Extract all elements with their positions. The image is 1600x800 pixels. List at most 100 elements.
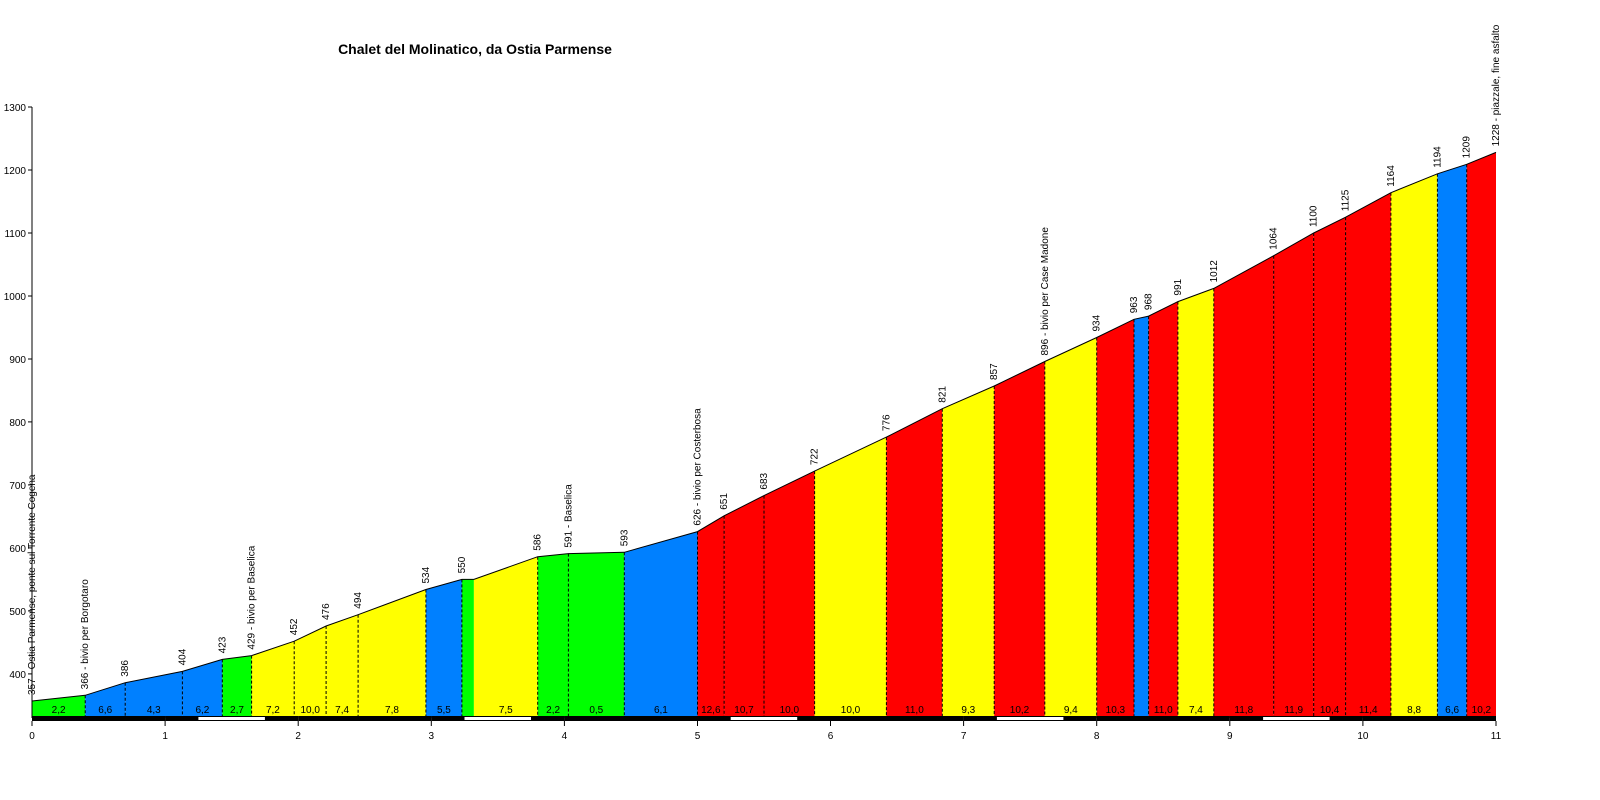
grade-label-18: 10,0 bbox=[780, 705, 800, 716]
elevation-label-22: 896 - bivio per Case Madone bbox=[1040, 227, 1051, 356]
segment-24 bbox=[1096, 319, 1134, 718]
segment-26 bbox=[1148, 301, 1178, 718]
elevation-label-20: 821 bbox=[937, 386, 948, 403]
x-tick-label-7: 7 bbox=[961, 731, 967, 742]
distance-bar-1-b bbox=[198, 717, 265, 720]
grade-labels: 2,2 6,6 4,3 6,2 2,7 7,2 10,0 7,4 7,8 5,5 7,5 2,2 0,5… bbox=[52, 705, 1492, 716]
segment-5 bbox=[222, 655, 252, 718]
x-tick-label-2: 2 bbox=[295, 731, 301, 742]
x-axis: 0 1 2 3 4 5 6 7 8 9 10 11 bbox=[29, 716, 1502, 742]
segment-11 bbox=[461, 579, 474, 718]
segment-14 bbox=[568, 552, 625, 718]
chart-title: Chalet del Molinatico, da Ostia Parmense bbox=[338, 41, 612, 57]
segment-13 bbox=[537, 553, 569, 718]
grade-label-4: 6,2 bbox=[195, 705, 209, 716]
x-tick-label-6: 6 bbox=[828, 731, 834, 742]
grade-label-12: 7,5 bbox=[499, 705, 513, 716]
y-tick-label-400: 400 bbox=[9, 670, 26, 681]
profile-outline bbox=[31, 151, 1497, 702]
elevation-label-19: 776 bbox=[881, 414, 892, 431]
segment-9 bbox=[358, 589, 426, 718]
distance-bar-5-b bbox=[730, 717, 798, 720]
elevation-label-9: 534 bbox=[421, 566, 432, 583]
gradient-segments bbox=[32, 152, 1496, 719]
grade-label-26: 11,0 bbox=[1154, 705, 1173, 716]
elevation-label-32: 1194 bbox=[1432, 146, 1443, 168]
elevation-label-6: 452 bbox=[289, 618, 300, 635]
grade-label-33: 6,6 bbox=[1445, 705, 1459, 716]
elevation-label-2: 386 bbox=[120, 660, 131, 677]
grade-label-24: 10,3 bbox=[1106, 705, 1126, 716]
x-tick-label-5: 5 bbox=[695, 731, 701, 742]
y-tick-label-1000: 1000 bbox=[4, 292, 27, 303]
grade-label-22: 10,2 bbox=[1010, 705, 1030, 716]
elevation-label-31: 1164 bbox=[1386, 165, 1397, 187]
grade-label-16: 12,6 bbox=[701, 705, 721, 716]
elevation-label-28: 1064 bbox=[1269, 227, 1280, 250]
grade-label-29: 11,9 bbox=[1284, 705, 1303, 716]
grade-label-19: 10,0 bbox=[841, 705, 861, 716]
elevation-label-30: 1125 bbox=[1341, 189, 1352, 211]
grade-label-10: 5,5 bbox=[437, 705, 451, 716]
segment-18 bbox=[764, 471, 815, 718]
grade-label-13: 2,2 bbox=[546, 705, 560, 716]
grade-label-27: 7,4 bbox=[1189, 705, 1203, 716]
segment-7 bbox=[294, 626, 327, 718]
grade-label-2: 6,6 bbox=[98, 705, 112, 716]
segment-20 bbox=[886, 408, 943, 718]
distance-bar-7-b bbox=[996, 717, 1064, 720]
segment-21 bbox=[942, 386, 995, 718]
segment-17 bbox=[724, 495, 764, 718]
segment-25 bbox=[1134, 316, 1149, 718]
segment-8 bbox=[326, 614, 359, 718]
segment-19 bbox=[814, 437, 887, 718]
elevation-label-5: 429 - bivio per Baselica bbox=[247, 545, 258, 649]
distance-bar-3-b bbox=[464, 717, 531, 720]
x-tick-label-1: 1 bbox=[162, 731, 168, 742]
x-tick-label-3: 3 bbox=[429, 731, 435, 742]
elevation-label-1: 366 - bivio per Borgotaro bbox=[80, 579, 91, 690]
elevation-label-25: 968 bbox=[1144, 293, 1155, 310]
segment-27 bbox=[1177, 288, 1214, 718]
distance-bar-9-b bbox=[1263, 717, 1330, 720]
elevation-label-27: 1012 bbox=[1209, 260, 1220, 283]
segment-dividers bbox=[84, 164, 1468, 718]
y-tick-label-600: 600 bbox=[9, 544, 26, 555]
distance-bar-6-b bbox=[863, 717, 931, 720]
elevation-label-18: 722 bbox=[810, 448, 821, 465]
grade-label-17: 10,7 bbox=[734, 705, 754, 716]
distance-bar-4-b bbox=[597, 717, 665, 720]
y-axis: 400 500 600 700 800 900 1000 1100 1200 1300 bbox=[4, 103, 33, 718]
grade-label-9: 7,8 bbox=[385, 705, 399, 716]
y-tick-label-900: 900 bbox=[9, 355, 26, 366]
segment-30 bbox=[1313, 217, 1346, 718]
elevation-label-14: 593 bbox=[619, 529, 630, 546]
grade-label-31: 11,4 bbox=[1359, 705, 1378, 716]
segment-32 bbox=[1390, 173, 1438, 719]
elevation-label-10: 550 bbox=[457, 556, 468, 573]
grade-label-20: 11,0 bbox=[905, 705, 924, 716]
elevation-label-24: 963 bbox=[1129, 296, 1140, 313]
elevation-label-17: 683 bbox=[759, 472, 770, 489]
profile-line bbox=[31, 151, 1497, 702]
grade-label-6: 7,2 bbox=[266, 705, 280, 716]
distance-bar-2-b bbox=[331, 717, 398, 720]
segment-31 bbox=[1345, 192, 1391, 718]
grade-label-14: 0,5 bbox=[589, 705, 603, 716]
y-tick-label-500: 500 bbox=[9, 607, 26, 618]
grade-label-15: 6,1 bbox=[654, 705, 668, 716]
x-tick-label-0: 0 bbox=[29, 731, 35, 742]
elevation-label-12: 586 bbox=[533, 534, 544, 551]
elevation-label-15: 626 - bivio per Costerbosa bbox=[693, 408, 704, 526]
segment-2 bbox=[85, 682, 126, 718]
grade-label-8: 7,4 bbox=[335, 705, 349, 716]
grade-label-32: 8,8 bbox=[1407, 705, 1421, 716]
distance-bar-10-b bbox=[1396, 717, 1463, 720]
grade-label-3: 4,3 bbox=[147, 705, 161, 716]
distance-bar-0-b bbox=[65, 717, 132, 720]
elevation-label-4: 423 bbox=[217, 636, 228, 653]
distance-bar-8-b bbox=[1130, 717, 1197, 720]
grade-label-7: 10,0 bbox=[300, 705, 320, 716]
x-tick-label-4: 4 bbox=[562, 731, 568, 742]
